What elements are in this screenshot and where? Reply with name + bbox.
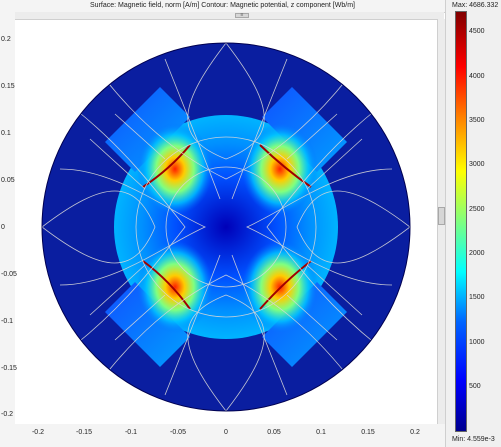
colorbar-tick-label: 500	[469, 383, 481, 390]
y-tick-label: 0.2	[1, 36, 11, 43]
colorbar-tick-label: 3500	[469, 117, 485, 124]
y-tick-label: 0	[1, 224, 5, 231]
x-axis-area	[0, 424, 445, 447]
x-tick-label: -0.05	[170, 429, 186, 436]
pole-edges	[142, 144, 312, 310]
x-tick-label: 0.2	[410, 429, 420, 436]
colorbar-tick-label: 4000	[469, 73, 485, 80]
colorbar	[455, 11, 467, 432]
horizontal-scroll-thumb[interactable]: ≡	[235, 13, 249, 18]
vertical-scroll-thumb[interactable]	[438, 207, 445, 225]
vertical-scrollbar[interactable]	[437, 19, 445, 424]
x-tick-label: 0.05	[267, 429, 281, 436]
colorbar-tick-label: 1500	[469, 294, 485, 301]
colorbar-panel	[445, 0, 501, 447]
pole-teeth	[105, 87, 347, 367]
y-axis-area	[0, 12, 15, 424]
x-tick-label: -0.1	[124, 429, 138, 436]
x-tick-label: 0.1	[316, 429, 326, 436]
colorbar-tick-label: 4500	[469, 28, 485, 35]
y-tick-label: 0.15	[1, 83, 15, 90]
x-tick-label: -0.2	[31, 429, 45, 436]
field-region	[42, 43, 410, 411]
contour-lines	[42, 43, 410, 411]
colorbar-tick-label: 1000	[469, 339, 485, 346]
colorbar-min-label: Min: 4.559e-3	[452, 436, 495, 443]
colorbar-tick-label: 3000	[469, 161, 485, 168]
y-tick-label: -0.15	[1, 365, 17, 372]
field-plot[interactable]	[15, 19, 437, 424]
colorbar-tick-label: 2000	[469, 250, 485, 257]
colorbar-max-label: Max: 4686.332	[452, 2, 499, 9]
y-tick-label: 0.05	[1, 177, 15, 184]
y-tick-label: 0.1	[1, 130, 11, 137]
x-tick-label: 0.15	[361, 429, 375, 436]
y-tick-label: -0.1	[1, 318, 14, 325]
colorbar-tick-label: 2500	[469, 206, 485, 213]
y-tick-label: -0.05	[1, 271, 17, 278]
horizontal-scrollbar[interactable]: ≡	[15, 12, 444, 20]
x-tick-label: 0	[224, 429, 228, 436]
y-tick-label: -0.2	[1, 411, 14, 418]
x-tick-label: -0.15	[76, 429, 92, 436]
disc-outline	[41, 42, 411, 412]
